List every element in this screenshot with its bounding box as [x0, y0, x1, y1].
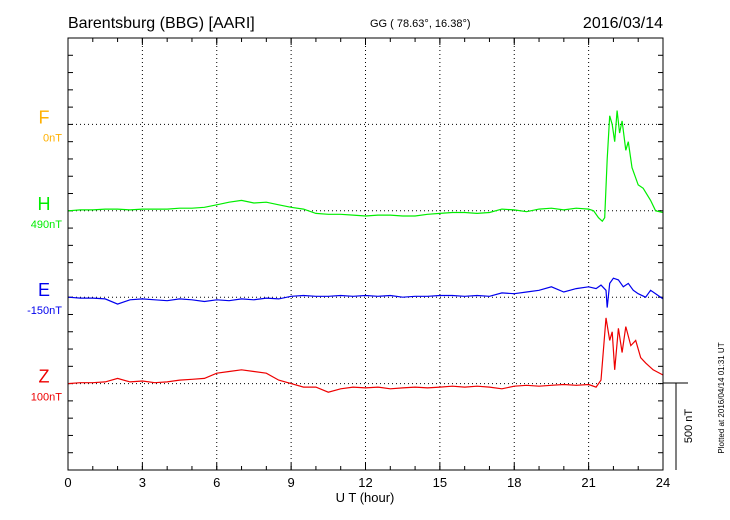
date: 2016/03/14: [583, 15, 663, 32]
scale-bar-label: 500 nT: [683, 409, 695, 444]
station-title: Barentsburg (BBG) [AARI]: [68, 15, 255, 32]
x-tick-label: 21: [581, 475, 595, 490]
x-axis-label: U T (hour): [336, 490, 395, 505]
channel-baseline-f: 0nT: [43, 132, 62, 144]
channel-baseline-h: 490nT: [31, 219, 62, 231]
grid: [67, 37, 664, 471]
channel-name-f: F: [39, 107, 50, 127]
x-tick-label: 24: [656, 475, 670, 490]
traces: [67, 110, 664, 393]
trace-e: [67, 277, 664, 308]
channel-name-e: E: [38, 280, 50, 300]
channel-baseline-z: 100nT: [31, 392, 62, 404]
scale-bar: 500 nT: [663, 382, 695, 470]
x-tick-label: 9: [288, 475, 295, 490]
x-tick-label: 12: [358, 475, 372, 490]
channel-name-z: Z: [39, 367, 50, 387]
coordinates: GG ( 78.63°, 16.38°): [370, 18, 471, 30]
x-tick-label: 15: [433, 475, 447, 490]
x-tick-labels: 0 3 6 9 12 15 18 21 24: [64, 475, 670, 490]
channel-baseline-e: -150nT: [27, 305, 62, 317]
plot-frame: [67, 37, 664, 471]
trace-z: [67, 317, 664, 393]
channel-name-h: H: [38, 194, 51, 214]
x-tick-label: 18: [507, 475, 521, 490]
channel-labels: F 0nT H 490nT E -150nT Z 100nT: [27, 107, 62, 403]
x-tick-label: 0: [64, 475, 71, 490]
x-tick-label: 3: [139, 475, 146, 490]
x-tick-label: 6: [213, 475, 220, 490]
plotted-at: Plotted at 2016/04/14 01:31 UT: [717, 342, 726, 453]
trace-h: [67, 110, 664, 223]
